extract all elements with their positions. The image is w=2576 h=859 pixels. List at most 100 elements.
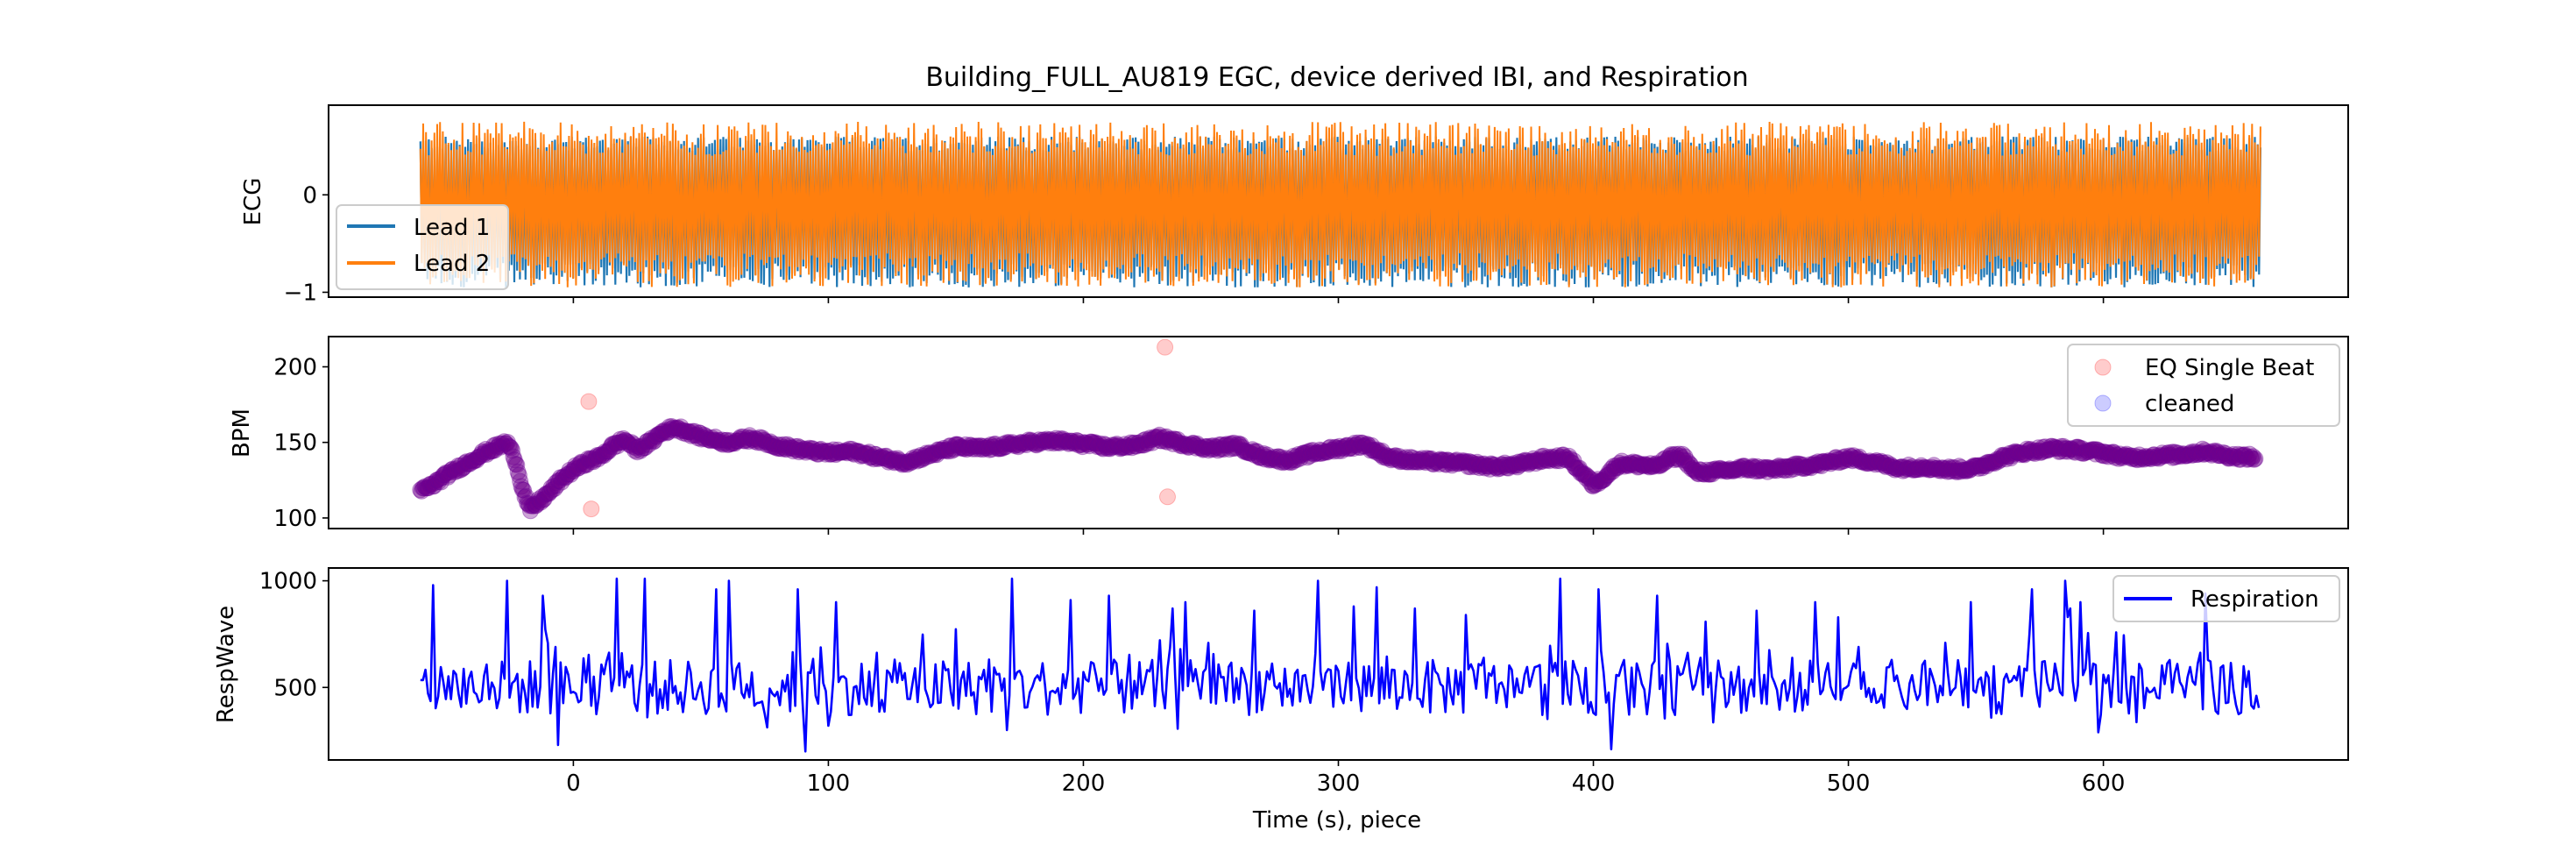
cleaned-point	[771, 439, 789, 457]
eq-single-beat-point	[619, 433, 635, 451]
eq-single-beat-point	[747, 430, 764, 447]
eq-single-beat-point	[556, 468, 572, 486]
bpm-panel: 100 150 200 BPM EQ Single Beat cleaned	[229, 336, 2349, 535]
cleaned-point	[782, 439, 800, 457]
cleaned-point	[911, 451, 928, 469]
eq-single-beat-point	[434, 469, 451, 486]
cleaned-point	[725, 434, 742, 451]
cleaned-point	[796, 440, 813, 458]
eq-single-beat-point	[952, 438, 970, 456]
cleaned-point	[917, 444, 935, 462]
eq-single-beat-point	[524, 497, 541, 515]
cleaned-point	[513, 478, 530, 495]
cleaned-point	[719, 436, 737, 453]
eq-single-beat-point	[795, 441, 812, 458]
cleaned-point	[867, 445, 885, 463]
eq-single-beat-point	[727, 432, 745, 450]
eq-single-beat-point	[976, 437, 994, 455]
cleaned-point	[476, 444, 493, 461]
cleaned-point	[846, 445, 863, 463]
cleaned-point	[808, 443, 825, 459]
cleaned-point	[664, 419, 682, 437]
eq-single-beat-point	[449, 462, 466, 479]
eq-single-beat-point	[754, 430, 771, 447]
cleaned-point	[839, 444, 856, 462]
eq-single-beat-point	[449, 457, 467, 474]
cleaned-point	[845, 444, 861, 462]
eq-single-beat-point	[881, 451, 898, 469]
cleaned-point	[691, 424, 709, 442]
eq-single-beat-point	[834, 443, 852, 460]
cleaned-point	[616, 431, 633, 449]
cleaned-point	[973, 437, 990, 455]
cleaned-point	[703, 430, 720, 446]
eq-single-beat-point	[808, 443, 825, 459]
eq-single-beat-point	[576, 456, 593, 472]
cleaned-point	[2247, 450, 2264, 467]
cleaned-point	[809, 445, 826, 463]
eq-single-beat-point	[630, 438, 648, 456]
cleaned-point	[489, 438, 506, 456]
eq-single-beat-point	[554, 469, 571, 486]
cleaned-point	[851, 443, 868, 460]
cleaned-point	[446, 464, 464, 480]
cleaned-point	[525, 495, 542, 513]
cleaned-point	[901, 453, 918, 471]
cleaned-point	[956, 440, 973, 457]
cleaned-point	[631, 438, 648, 455]
cleaned-point	[456, 454, 474, 472]
cleaned-point	[721, 432, 739, 450]
resp-x-ticks: 0 100 200 300 400 500 600	[566, 760, 2125, 797]
eq-single-beat-point	[723, 435, 740, 452]
eq-single-beat-point	[572, 453, 590, 471]
eq-single-beat-point	[628, 444, 646, 461]
eq-single-beat-point	[704, 431, 722, 449]
eq-single-beat-point	[539, 485, 556, 502]
eq-single-beat-point	[832, 444, 849, 461]
eq-single-beat-point	[719, 436, 737, 453]
eq-single-beat-point	[557, 468, 575, 486]
cleaned-point	[475, 446, 492, 464]
cleaned-point	[891, 454, 909, 471]
cleaned-point	[532, 493, 549, 511]
eq-single-beat-point	[543, 481, 561, 499]
cleaned-point	[654, 422, 671, 440]
cleaned-point	[640, 436, 657, 453]
cleaned-point	[579, 450, 597, 467]
eq-single-beat-point	[562, 465, 579, 483]
cleaned-point	[738, 431, 755, 449]
eq-single-beat-point	[846, 445, 863, 463]
eq-single-beat-point	[725, 434, 742, 451]
eq-single-beat-point	[846, 442, 864, 459]
cleaned-point	[761, 437, 778, 454]
cleaned-point	[906, 451, 924, 469]
cleaned-point	[753, 434, 770, 451]
y-tick-label: 200	[273, 354, 317, 380]
eq-single-beat-point	[802, 443, 819, 459]
cleaned-point	[727, 432, 745, 450]
eq-single-beat-point	[891, 454, 909, 471]
eq-single-beat-point	[499, 434, 516, 451]
cleaned-point	[449, 462, 466, 479]
cleaned-point	[710, 431, 727, 449]
cleaned-point	[694, 430, 711, 446]
x-tick-label: 0	[566, 770, 581, 797]
cleaned-point	[864, 448, 881, 465]
cleaned-point	[435, 466, 452, 484]
eq-single-beat-point	[545, 478, 563, 495]
cleaned-point	[655, 423, 672, 441]
eq-single-beat-point	[442, 463, 459, 480]
eq-single-beat-point	[605, 438, 623, 456]
cleaned-point	[931, 441, 948, 458]
cleaned-point	[493, 435, 511, 452]
eq-single-beat-point	[861, 449, 879, 466]
cleaned-point	[967, 440, 985, 458]
cleaned-point	[957, 436, 974, 453]
cleaned-point	[597, 443, 614, 460]
eq-single-beat-point	[600, 443, 618, 460]
cleaned-point	[734, 428, 752, 445]
eq-single-beat-point	[589, 447, 605, 464]
cleaned-point	[740, 433, 757, 450]
cleaned-point	[671, 422, 689, 440]
eq-single-beat-point	[788, 441, 805, 458]
